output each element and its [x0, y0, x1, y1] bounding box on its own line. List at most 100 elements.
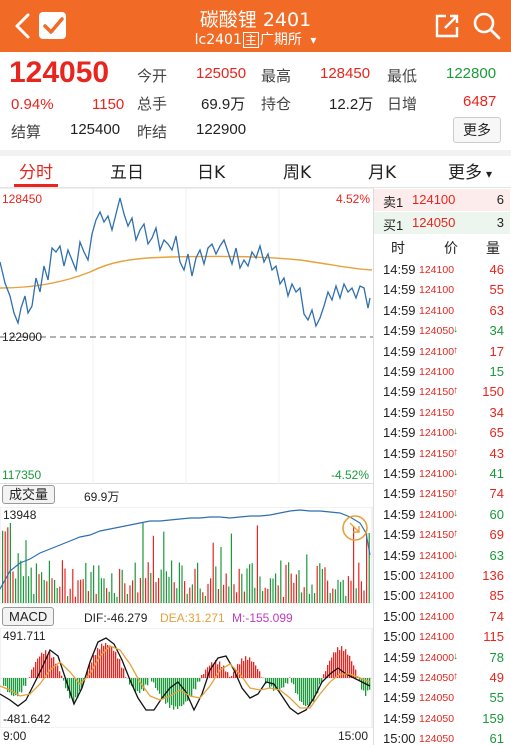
macd-bar — [35, 662, 37, 678]
trade-volume: 85 — [489, 588, 504, 604]
tab-weekly-k[interactable]: 周K — [283, 163, 312, 183]
bid-qty: 3 — [496, 215, 504, 230]
trade-volume: 78 — [489, 649, 504, 665]
chevron-down-icon: ▾ — [310, 33, 317, 47]
trade-row: 14:59 124150 ↑ 150 — [374, 381, 510, 401]
macd-bar — [277, 678, 279, 691]
volume-bar — [103, 578, 105, 603]
trade-time: 14:59 — [383, 302, 416, 318]
macd-indicator-button[interactable]: MACD — [2, 607, 55, 626]
volume-indicator-button[interactable]: 成交量 — [2, 485, 56, 504]
more-button[interactable]: 更多 — [453, 117, 501, 143]
volume-bar — [186, 593, 188, 603]
volume-bar — [72, 569, 74, 603]
macd-bar — [187, 678, 189, 701]
latest-marker-icon[interactable] — [342, 515, 368, 541]
macd-bar — [307, 678, 309, 706]
trade-time: 15:00 — [383, 629, 416, 645]
volume-bar — [100, 578, 102, 603]
macd-bar — [365, 678, 367, 696]
trade-volume: 17 — [489, 343, 504, 359]
volume-bar — [181, 565, 183, 603]
volume-bar — [197, 562, 199, 603]
trade-price: 124100 — [419, 631, 455, 644]
tab-five-day[interactable]: 五日 — [110, 163, 144, 183]
chevron-left-icon[interactable] — [8, 10, 40, 42]
macd-bar — [25, 678, 27, 686]
intraday-price-chart[interactable] — [0, 188, 373, 484]
trade-volume: 136 — [482, 568, 504, 583]
macd-bar — [201, 675, 203, 678]
trade-header-time: 时 — [391, 240, 405, 256]
macd-bar — [225, 671, 227, 678]
trade-volume: 15 — [489, 364, 504, 379]
trade-volume: 150 — [482, 384, 504, 400]
tab-monthly-k[interactable]: 月K — [368, 163, 397, 183]
tab-more-label: 更多 — [448, 163, 482, 183]
volume-bar — [210, 578, 212, 603]
settle-value: 125400 — [70, 121, 121, 138]
search-icon[interactable] — [471, 10, 503, 42]
volume-chart[interactable] — [0, 507, 373, 604]
volume-bar — [77, 580, 79, 603]
open-value: 125050 — [196, 65, 247, 82]
volume-bar — [46, 581, 48, 603]
macd-bar — [295, 678, 297, 693]
volume-bar — [246, 568, 248, 603]
macd-bar — [89, 664, 91, 678]
volume-bar — [33, 594, 35, 603]
volume-bar — [158, 577, 160, 603]
trade-row: 15:00 124100 74 — [374, 606, 510, 626]
macd-bar — [323, 674, 325, 678]
macd-bar — [185, 678, 187, 702]
macd-bar — [253, 662, 255, 678]
volume-bar — [95, 593, 97, 603]
check-icon[interactable] — [36, 9, 68, 41]
macd-bar — [49, 651, 51, 678]
macd-bar — [341, 646, 343, 678]
tab-intraday[interactable]: 分时 — [19, 163, 53, 183]
trade-price: 124100 — [419, 508, 455, 521]
macd-bar — [363, 678, 365, 691]
trade-time: 14:59 — [383, 649, 416, 665]
volume-bar — [303, 587, 305, 603]
volume-bar — [163, 531, 165, 603]
trade-volume: 34 — [489, 323, 504, 339]
macd-chart[interactable] — [0, 628, 373, 728]
volume-bar — [51, 578, 53, 603]
macd-bar — [335, 652, 337, 678]
volume-bar — [61, 560, 63, 603]
volume-bar — [288, 562, 290, 603]
change-percent: 0.94% — [11, 96, 54, 113]
macd-bar — [117, 658, 119, 678]
volume-bar — [207, 583, 209, 603]
macd-bar — [159, 678, 161, 694]
macd-bar — [265, 678, 267, 684]
macd-bar — [301, 678, 303, 702]
settle-label: 结算 — [11, 124, 42, 141]
tab-daily-k[interactable]: 日K — [197, 163, 226, 183]
macd-bar — [57, 665, 59, 678]
trade-price: 124100 — [419, 264, 455, 276]
macd-bar — [299, 678, 301, 701]
macd-bar — [7, 678, 9, 692]
pct-high-label: 4.52% — [336, 192, 371, 206]
macd-bar — [229, 676, 231, 678]
macd-bar — [31, 669, 33, 678]
top-bar: 碳酸锂 2401 lc2401 主广期所 ▾ — [0, 0, 511, 52]
macd-bar — [233, 671, 235, 678]
macd-bar — [291, 678, 293, 683]
macd-bar — [9, 678, 11, 693]
volume-bar — [233, 584, 235, 603]
macd-bar — [115, 651, 117, 678]
pct-low-label: -4.52% — [331, 468, 370, 482]
contract-subtitle[interactable]: lc2401 主广期所 ▾ — [0, 29, 511, 49]
trade-time: 14:59 — [383, 425, 416, 441]
tab-more[interactable]: 更多 ▾ — [448, 158, 492, 183]
macd-bar — [63, 678, 65, 681]
volume-bar — [80, 579, 82, 603]
volume-bar — [306, 554, 308, 603]
volume-bar — [363, 590, 365, 603]
macd-bar — [33, 667, 35, 678]
share-icon[interactable] — [432, 11, 464, 43]
